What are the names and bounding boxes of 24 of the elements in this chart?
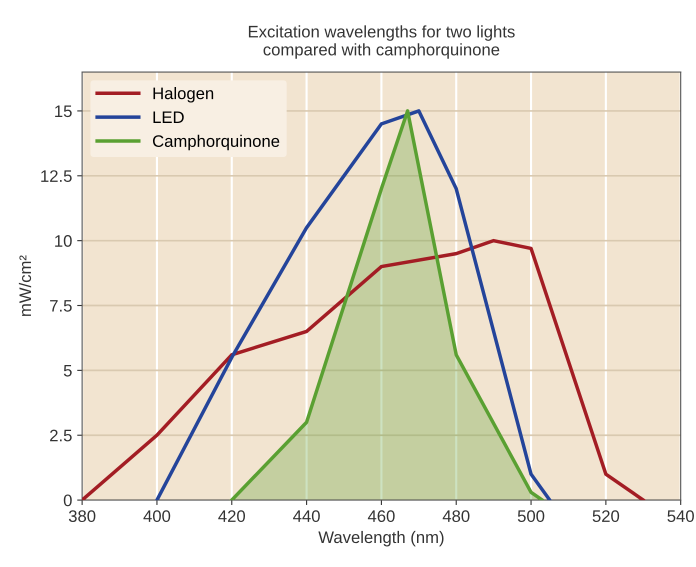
x-tick-label: 540 xyxy=(667,510,694,522)
x-tick-label: 400 xyxy=(143,510,170,522)
y-tick-label: 15 xyxy=(55,106,72,118)
y-tick-label: 10 xyxy=(55,235,72,247)
x-tick-label: 420 xyxy=(218,510,246,522)
line-series xyxy=(155,109,552,500)
x-tick-label: 440 xyxy=(293,510,320,522)
y-tick-label: 5 xyxy=(64,364,72,377)
y-tick-label: 7.5 xyxy=(50,300,72,312)
legend-label: LED xyxy=(153,111,184,123)
x-axis-title: Wavelength (nm) xyxy=(318,530,444,546)
legend-label: Halogen xyxy=(153,87,214,103)
y-tick-label: 12.5 xyxy=(41,170,72,182)
y-tick-label: 2.5 xyxy=(50,430,72,442)
x-tick-label: 500 xyxy=(518,510,544,522)
x-tick-label: 460 xyxy=(368,510,395,522)
line-series xyxy=(82,238,646,500)
y-axis-title: mW/cm² xyxy=(18,255,32,316)
chart-title: Excitation wavelengths for two lights compared with camphorquinone xyxy=(248,25,515,59)
x-tick-label: 480 xyxy=(442,510,470,522)
x-tick-label: 520 xyxy=(592,510,620,522)
y-tick-label: 0 xyxy=(64,494,72,506)
x-tick-label: 380 xyxy=(68,510,96,522)
legend-label: Camphorquinone xyxy=(152,134,280,150)
